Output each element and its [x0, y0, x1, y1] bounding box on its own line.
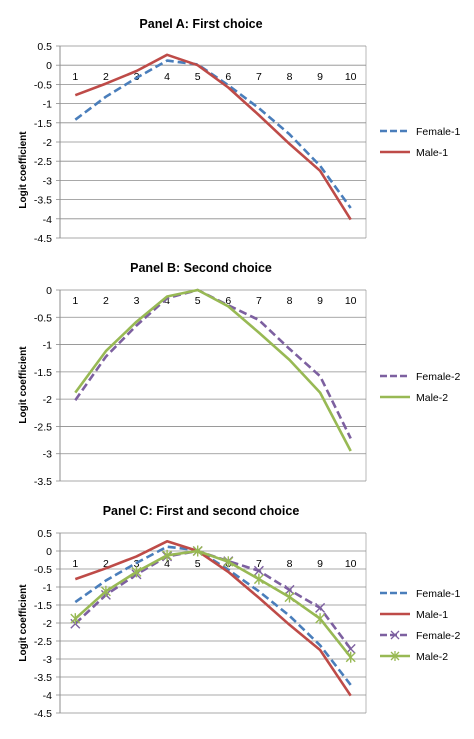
panel-2: Panel B: Second choice 0 -0.5 -1 -1.5 -2 -2.5 -…: [18, 261, 461, 488]
series-line-male-1: [74, 53, 352, 221]
x-tick-label: 5: [195, 71, 201, 83]
y-tick-label: -1: [43, 340, 52, 352]
series-line-female-1: [74, 545, 352, 686]
x-tick-label: 4: [164, 558, 170, 570]
chart-title: Panel B: Second choice: [130, 261, 272, 275]
y-tick-label: -2: [43, 394, 52, 406]
legend-marker: [390, 630, 400, 640]
x-tick-label: 7: [256, 295, 262, 307]
x-tick-label: 8: [287, 71, 293, 83]
x-tick-label: 5: [195, 558, 201, 570]
legend-label: Male-2: [416, 392, 448, 404]
x-tick-label: 8: [287, 558, 293, 570]
y-tick-label: -3.5: [34, 476, 52, 488]
x-tick-label: 9: [317, 295, 323, 307]
y-tick-label: -3: [43, 654, 52, 666]
y-tick-label: -0.5: [34, 312, 52, 324]
legend-label: Female-2: [416, 630, 461, 642]
y-tick-label: -4: [43, 214, 52, 226]
y-tick-label: -1: [43, 582, 52, 594]
x-tick-label: 7: [256, 71, 262, 83]
panel-3: Panel C: First and second choice 0.5 0 -0.5…: [18, 504, 461, 720]
y-tick-label: 0: [46, 60, 52, 72]
legend-label: Female-1: [416, 588, 461, 600]
y-tick-label: -1.5: [34, 600, 52, 612]
y-tick-label: -4.5: [34, 708, 52, 720]
x-tick-label: 10: [345, 558, 357, 570]
y-tick-label: -3: [43, 175, 52, 187]
y-tick-label: 0.5: [37, 528, 52, 540]
x-tick-label: 2: [103, 558, 109, 570]
series-line-male-2: [74, 549, 352, 659]
x-tick-label: 1: [72, 558, 78, 570]
y-tick-label: -3.5: [34, 195, 52, 207]
legend-label: Female-2: [416, 371, 461, 383]
legend-label: Male-1: [416, 609, 448, 621]
x-tick-label: 9: [317, 71, 323, 83]
legend-label: Female-1: [416, 126, 461, 138]
y-tick-label: 0: [46, 546, 52, 558]
series-line-female-1: [74, 59, 352, 209]
y-tick-label: -0.5: [34, 79, 52, 91]
y-axis-label: Logit coefficient: [18, 346, 29, 424]
series-line-male-2: [74, 288, 352, 452]
x-tick-label: 10: [345, 71, 357, 83]
y-tick-label: -4: [43, 690, 52, 702]
x-tick-label: 5: [195, 295, 201, 307]
y-tick-label: 0.5: [37, 41, 52, 53]
series-line-male-1: [74, 539, 352, 697]
legend-label: Male-2: [416, 651, 448, 663]
y-axis-label: Logit coefficient: [18, 584, 29, 662]
x-tick-label: 6: [225, 295, 231, 307]
x-tick-label: 2: [103, 71, 109, 83]
point-marker: [315, 602, 326, 613]
y-tick-label: -3.5: [34, 672, 52, 684]
chart-title: Panel C: First and second choice: [103, 504, 300, 518]
x-tick-label: 10: [345, 295, 357, 307]
x-tick-label: 7: [256, 558, 262, 570]
x-tick-label: 4: [164, 71, 170, 83]
point-marker: [284, 584, 295, 595]
y-tick-label: -2.5: [34, 156, 52, 168]
x-tick-label: 8: [287, 295, 293, 307]
y-tick-label: -4.5: [34, 233, 52, 245]
legend-label: Male-1: [416, 147, 448, 159]
x-tick-label: 6: [225, 71, 231, 83]
y-tick-label: -1: [43, 99, 52, 111]
y-tick-label: -2.5: [34, 636, 52, 648]
panel-1: Panel A: First choice 0.5 0 -0.5 -1 -1.5 -2 -2.…: [18, 17, 461, 245]
y-tick-label: -2: [43, 618, 52, 630]
y-axis-label: Logit coefficient: [18, 131, 29, 209]
y-tick-label: -3: [43, 449, 52, 461]
y-tick-label: -0.5: [34, 564, 52, 576]
chart-title: Panel A: First choice: [139, 17, 262, 31]
x-tick-label: 1: [72, 71, 78, 83]
x-tick-label: 1: [72, 295, 78, 307]
y-tick-label: -1.5: [34, 118, 52, 130]
y-tick-label: -2.5: [34, 421, 52, 433]
y-tick-label: -1.5: [34, 367, 52, 379]
point-marker: [253, 565, 264, 576]
x-tick-label: 2: [103, 295, 109, 307]
series-line-female-2: [74, 288, 352, 439]
x-tick-label: 4: [164, 295, 170, 307]
x-tick-label: 9: [317, 558, 323, 570]
y-tick-label: -2: [43, 137, 52, 149]
y-tick-label: 0: [46, 285, 52, 297]
x-tick-label: 3: [134, 295, 140, 307]
